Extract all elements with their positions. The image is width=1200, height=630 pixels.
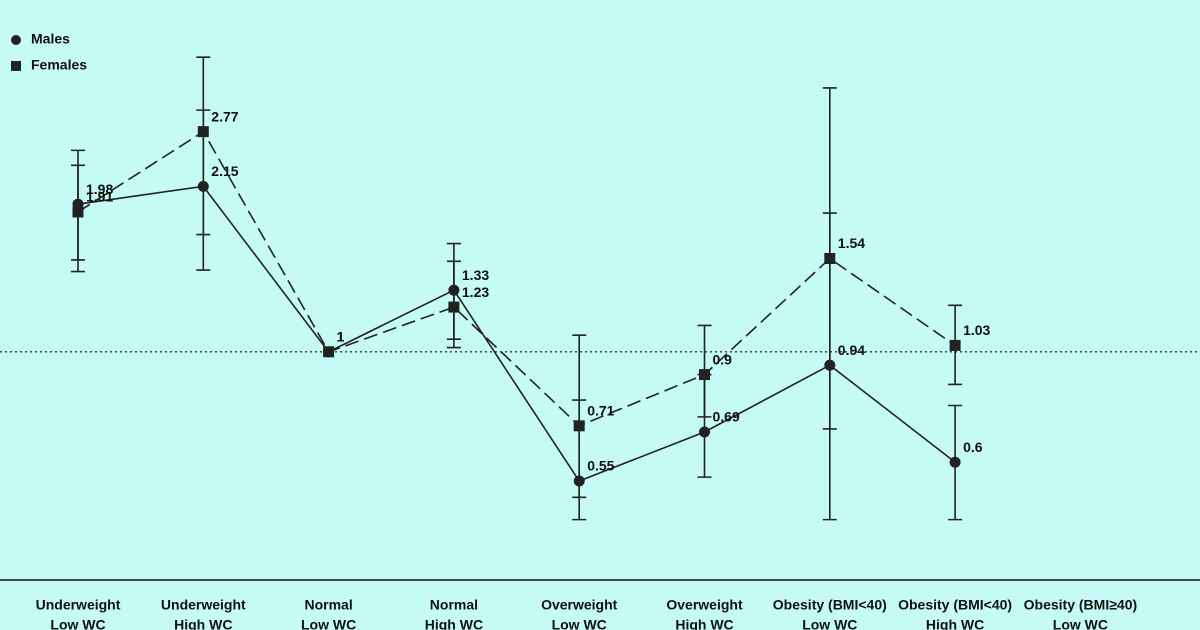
x-tick-label: Low WC <box>301 617 356 630</box>
point <box>949 456 961 468</box>
data-label: 1.54 <box>838 235 865 251</box>
data-label: 0.69 <box>713 409 740 425</box>
data-label: 1.23 <box>462 284 489 300</box>
point <box>824 253 836 265</box>
data-label: 1 <box>337 329 345 345</box>
legend-label: Females <box>31 57 87 73</box>
x-tick-label: Low WC <box>802 617 857 630</box>
point <box>573 420 585 432</box>
point <box>448 301 460 313</box>
data-label: 2.77 <box>211 108 238 124</box>
point <box>72 206 84 218</box>
data-label: 0.71 <box>587 403 614 419</box>
point <box>949 339 961 351</box>
point <box>197 126 209 138</box>
data-label: 0.9 <box>713 351 733 367</box>
x-tick-label: High WC <box>926 617 984 630</box>
legend-label: Males <box>31 31 70 47</box>
point <box>323 346 335 358</box>
x-tick-label: Obesity (BMI<40) <box>773 597 887 613</box>
x-tick-label: Normal <box>430 597 478 613</box>
data-label: 1.03 <box>963 322 990 338</box>
legend-marker <box>11 61 21 71</box>
x-tick-label: Underweight <box>161 597 246 613</box>
x-tick-label: Obesity (BMI≥40) <box>1024 597 1137 613</box>
x-tick-label: Normal <box>304 597 352 613</box>
x-tick-label: Low WC <box>552 617 607 630</box>
x-tick-label: Low WC <box>50 617 105 630</box>
error-bar <box>572 334 587 499</box>
legend-marker <box>11 35 21 45</box>
series-line <box>77 130 956 427</box>
x-tick-label: High WC <box>174 617 232 630</box>
x-tick-label: Overweight <box>541 597 618 613</box>
data-label: 0.55 <box>587 458 614 474</box>
data-label: 0.94 <box>838 342 865 358</box>
series-line <box>77 185 956 482</box>
x-tick-label: High WC <box>425 617 483 630</box>
data-label: 1 <box>337 329 345 345</box>
error-bar <box>446 260 461 341</box>
x-tick-label: Overweight <box>666 597 743 613</box>
x-tick-label: High WC <box>675 617 733 630</box>
point <box>699 369 710 381</box>
error-bar <box>196 56 211 236</box>
x-tick-label: Low WC <box>1053 617 1108 630</box>
data-label: 1.98 <box>86 181 113 197</box>
data-label: 1.33 <box>462 267 489 283</box>
x-tick-label: Underweight <box>36 597 121 613</box>
data-label: 0.6 <box>963 439 983 455</box>
point <box>699 426 710 438</box>
data-label: 1.91 <box>86 189 113 205</box>
x-tick-label: Obesity (BMI<40) <box>898 597 1012 613</box>
